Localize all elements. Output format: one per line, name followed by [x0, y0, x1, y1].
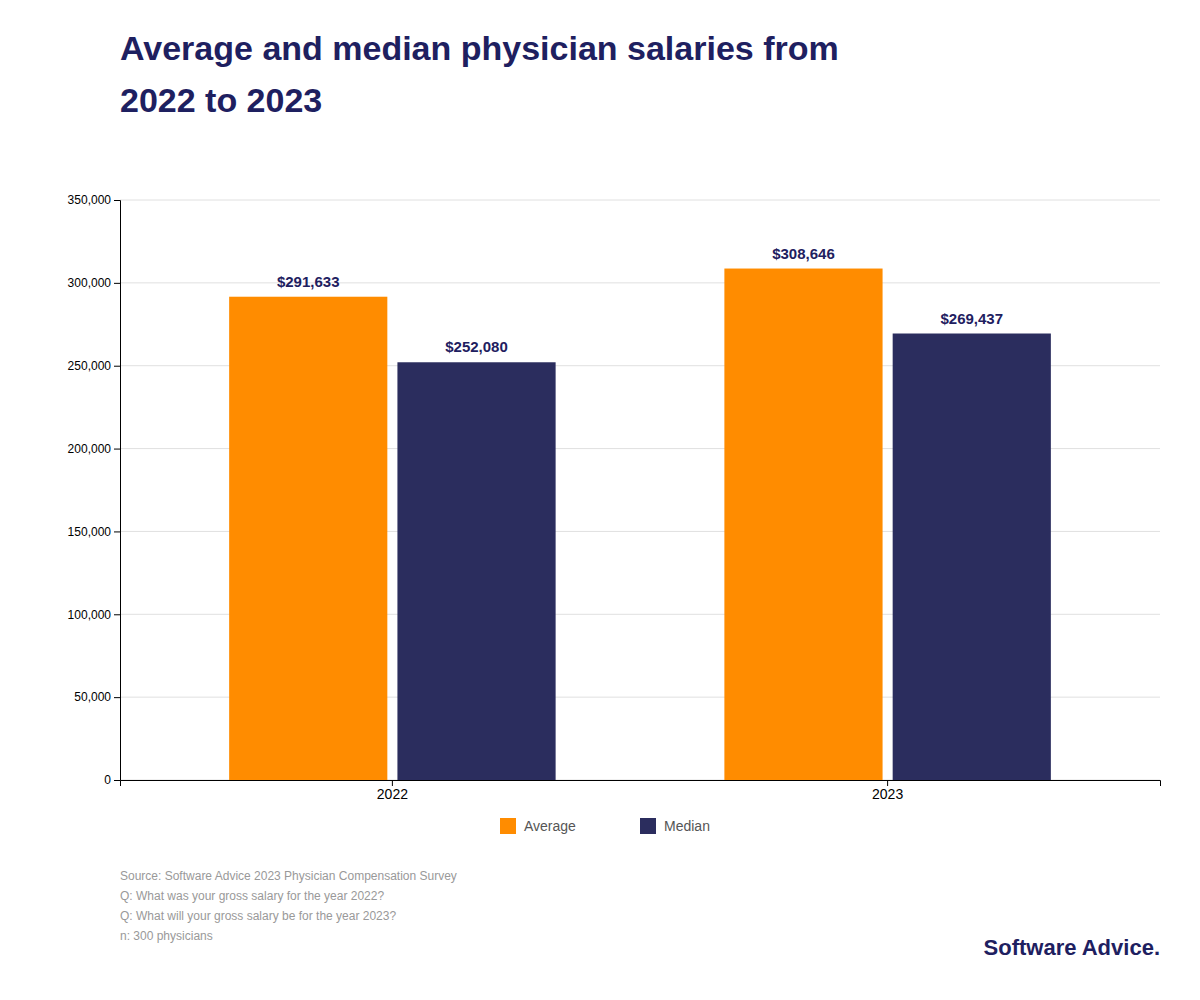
y-tick-label: 300,000 [68, 276, 112, 290]
y-axis-line [114, 201, 121, 781]
legend-swatch [640, 818, 656, 834]
y-tick: 150,000 [68, 525, 120, 539]
y-tick: 50,000 [74, 690, 120, 704]
y-tick-mark [114, 531, 120, 532]
data-label: $308,646 [772, 245, 835, 262]
y-axis: 0 50,000 100,000 150,000 200,000 250,000 300,0… [68, 193, 121, 787]
bar [724, 269, 882, 780]
y-tick-mark [114, 366, 120, 367]
x-tick-label: 2022 [377, 786, 408, 802]
bar [229, 297, 387, 780]
legend-item: Median [640, 818, 710, 834]
y-tick-mark [114, 614, 120, 615]
title-line: Average and median physician salaries fr… [120, 29, 839, 67]
y-tick-mark [114, 283, 120, 284]
grid [120, 200, 1160, 780]
x-tick-label: 2023 [872, 786, 903, 802]
source-line: Q: What will your gross salary be for th… [120, 909, 396, 923]
brand: Software Advice. [984, 935, 1160, 960]
legend-label: Average [524, 818, 576, 834]
y-tick-mark [114, 200, 120, 201]
y-tick: 300,000 [68, 276, 120, 290]
legend: Average Median [500, 818, 710, 834]
title: Average and median physician salaries fr… [120, 29, 839, 119]
legend-label: Median [664, 818, 710, 834]
source-line: Q: What was your gross salary for the ye… [120, 889, 384, 903]
x-axis-line [121, 781, 1161, 787]
data-labels: $291,633 $308,646 $252,080 $269,437 [277, 245, 1003, 356]
grid-line [120, 200, 1160, 201]
bars [229, 269, 1051, 780]
source-line: n: 300 physicians [120, 929, 213, 943]
legend-item: Average [500, 818, 576, 834]
y-tick-label: 50,000 [74, 690, 111, 704]
source-line: Source: Software Advice 2023 Physician C… [120, 869, 457, 883]
plot: 0 50,000 100,000 150,000 200,000 250,000 300,0… [68, 193, 1161, 802]
bar [893, 334, 1051, 780]
x-tick: 2023 [872, 780, 903, 802]
y-tick: 0 [104, 773, 120, 787]
data-label: $252,080 [445, 338, 508, 355]
y-tick-label: 250,000 [68, 359, 112, 373]
y-tick-mark [114, 449, 120, 450]
y-tick-mark [114, 780, 120, 781]
y-tick: 250,000 [68, 359, 120, 373]
y-tick-label: 100,000 [68, 608, 112, 622]
y-tick: 200,000 [68, 442, 120, 456]
legend-swatch [500, 818, 516, 834]
y-tick: 100,000 [68, 608, 120, 622]
x-tick: 2022 [377, 780, 408, 802]
chart: Average and median physician salaries fr… [0, 0, 1200, 1000]
y-tick-label: 350,000 [68, 193, 112, 207]
title-line: 2022 to 2023 [120, 81, 322, 119]
y-tick-label: 0 [104, 773, 111, 787]
source: Source: Software Advice 2023 Physician C… [120, 869, 457, 943]
y-tick-label: 150,000 [68, 525, 112, 539]
bar [397, 362, 555, 780]
y-tick-label: 200,000 [68, 442, 112, 456]
x-axis: 2022 2023 [121, 780, 1161, 802]
data-label: $291,633 [277, 273, 340, 290]
y-tick: 350,000 [68, 193, 120, 207]
y-tick-mark [114, 697, 120, 698]
data-label: $269,437 [940, 310, 1003, 327]
